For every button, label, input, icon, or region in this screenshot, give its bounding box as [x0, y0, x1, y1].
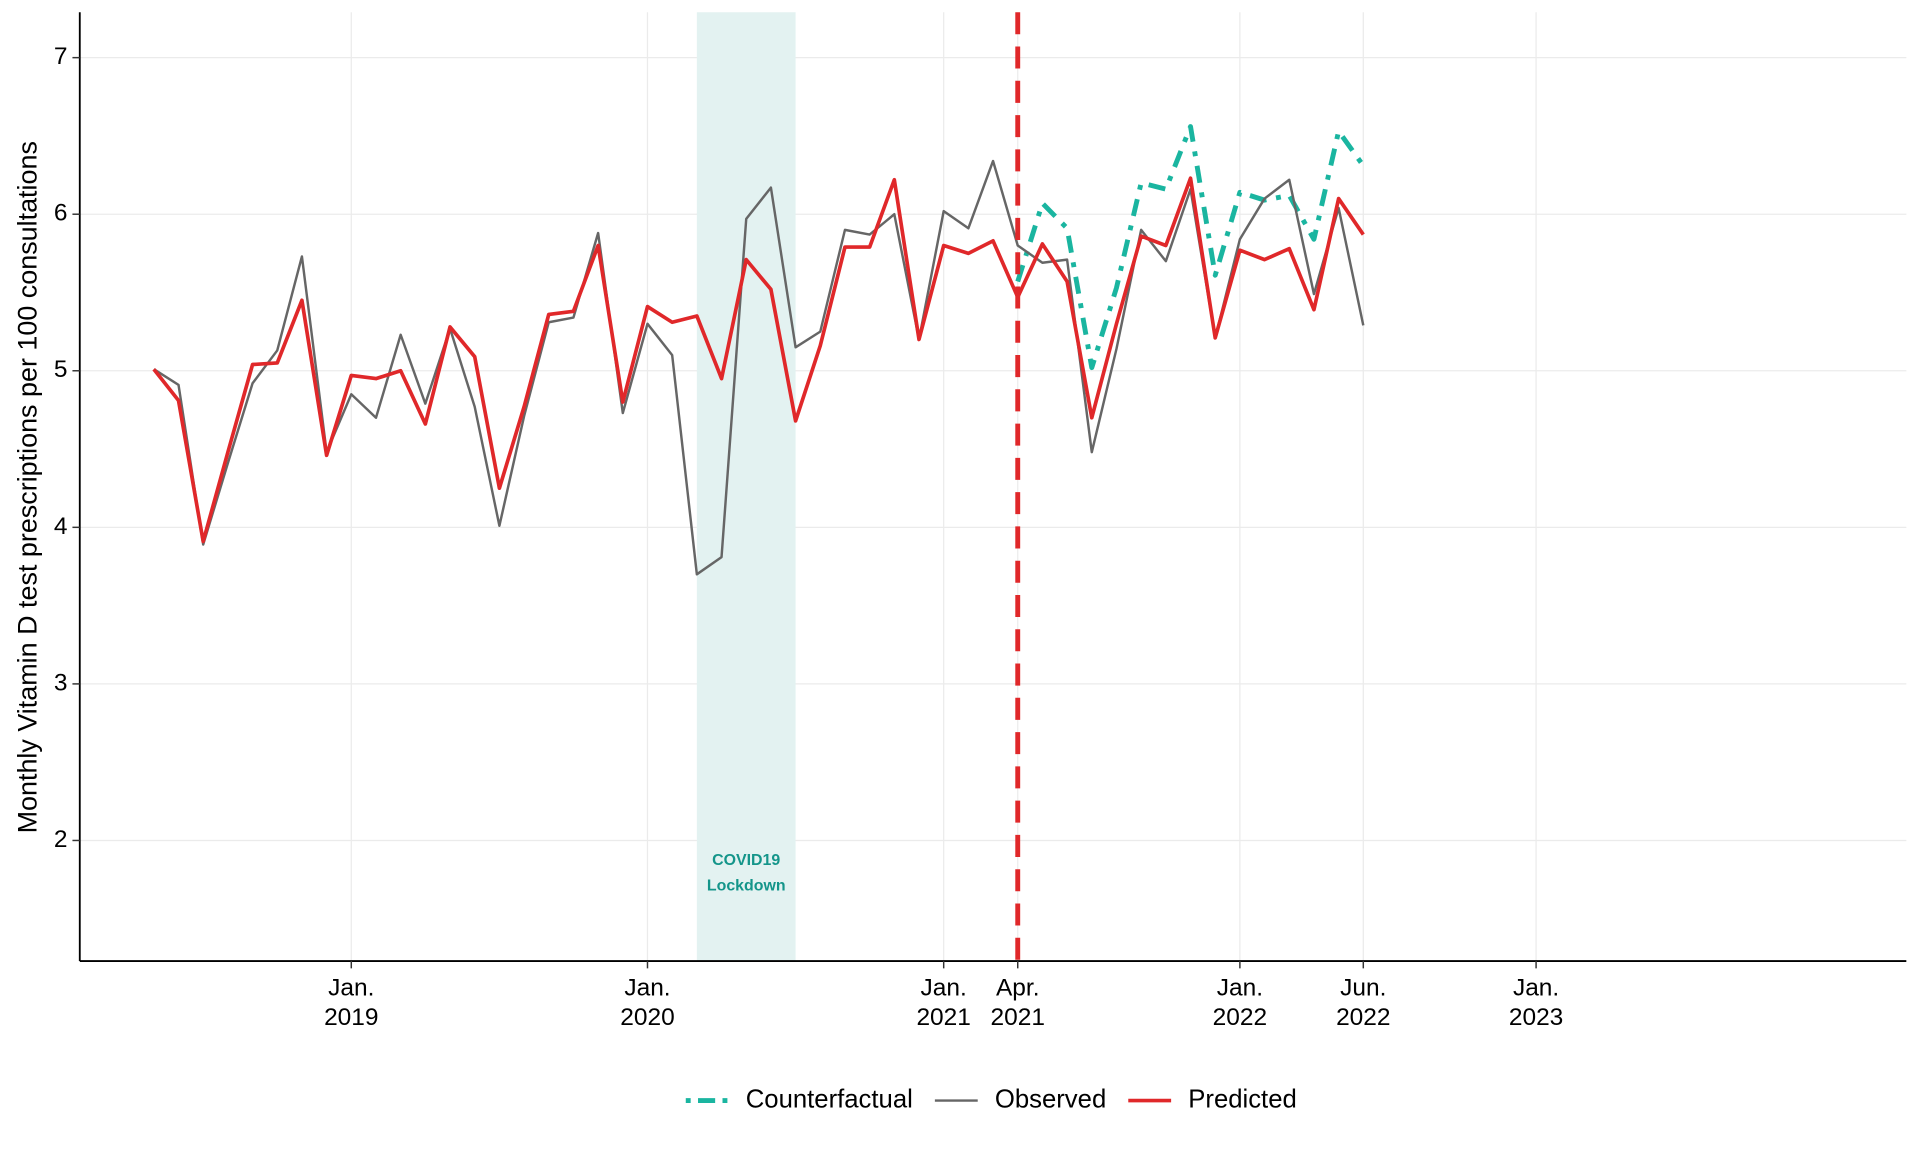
y-tick-label: 6	[54, 200, 68, 227]
region-label: Lockdown	[707, 878, 786, 895]
shaded-region	[696, 12, 796, 962]
y-tick-label: 3	[54, 669, 68, 696]
y-tick-label: 4	[54, 513, 68, 540]
x-tick-label: 2023	[1509, 1004, 1563, 1031]
x-tick-label: Jan.	[1217, 975, 1263, 1002]
legend-label: Counterfactual	[746, 1085, 913, 1113]
y-axis-title: Monthly Vitamin D test prescriptions per…	[13, 141, 43, 833]
y-tick-label: 5	[54, 356, 68, 383]
x-tick-label: Jan.	[624, 975, 670, 1002]
x-tick-label: Jan.	[1513, 975, 1559, 1002]
data-line	[152, 176, 1365, 544]
x-tick-label: 2021	[991, 1004, 1045, 1031]
data-line	[1015, 124, 1366, 371]
x-tick-label: Jan.	[921, 975, 967, 1002]
x-tick-label: Jan.	[328, 975, 374, 1002]
x-tick-label: 2021	[916, 1004, 970, 1031]
data-line	[153, 159, 1365, 576]
x-tick-label: 2022	[1213, 1004, 1267, 1031]
y-tick-label: 2	[54, 826, 68, 853]
legend-label: Predicted	[1188, 1085, 1297, 1113]
x-tick-label: Jun.	[1340, 975, 1386, 1002]
region-label: COVID19	[712, 852, 780, 869]
x-tick-label: 2022	[1336, 1004, 1390, 1031]
x-tick-label: 2020	[620, 1004, 674, 1031]
x-tick-label: 2019	[324, 1004, 378, 1031]
y-tick-label: 7	[54, 43, 68, 70]
legend-label: Observed	[995, 1085, 1106, 1113]
x-tick-label: Apr.	[996, 975, 1040, 1002]
legend: Counterfactual Observed Predicted	[685, 1085, 1297, 1113]
